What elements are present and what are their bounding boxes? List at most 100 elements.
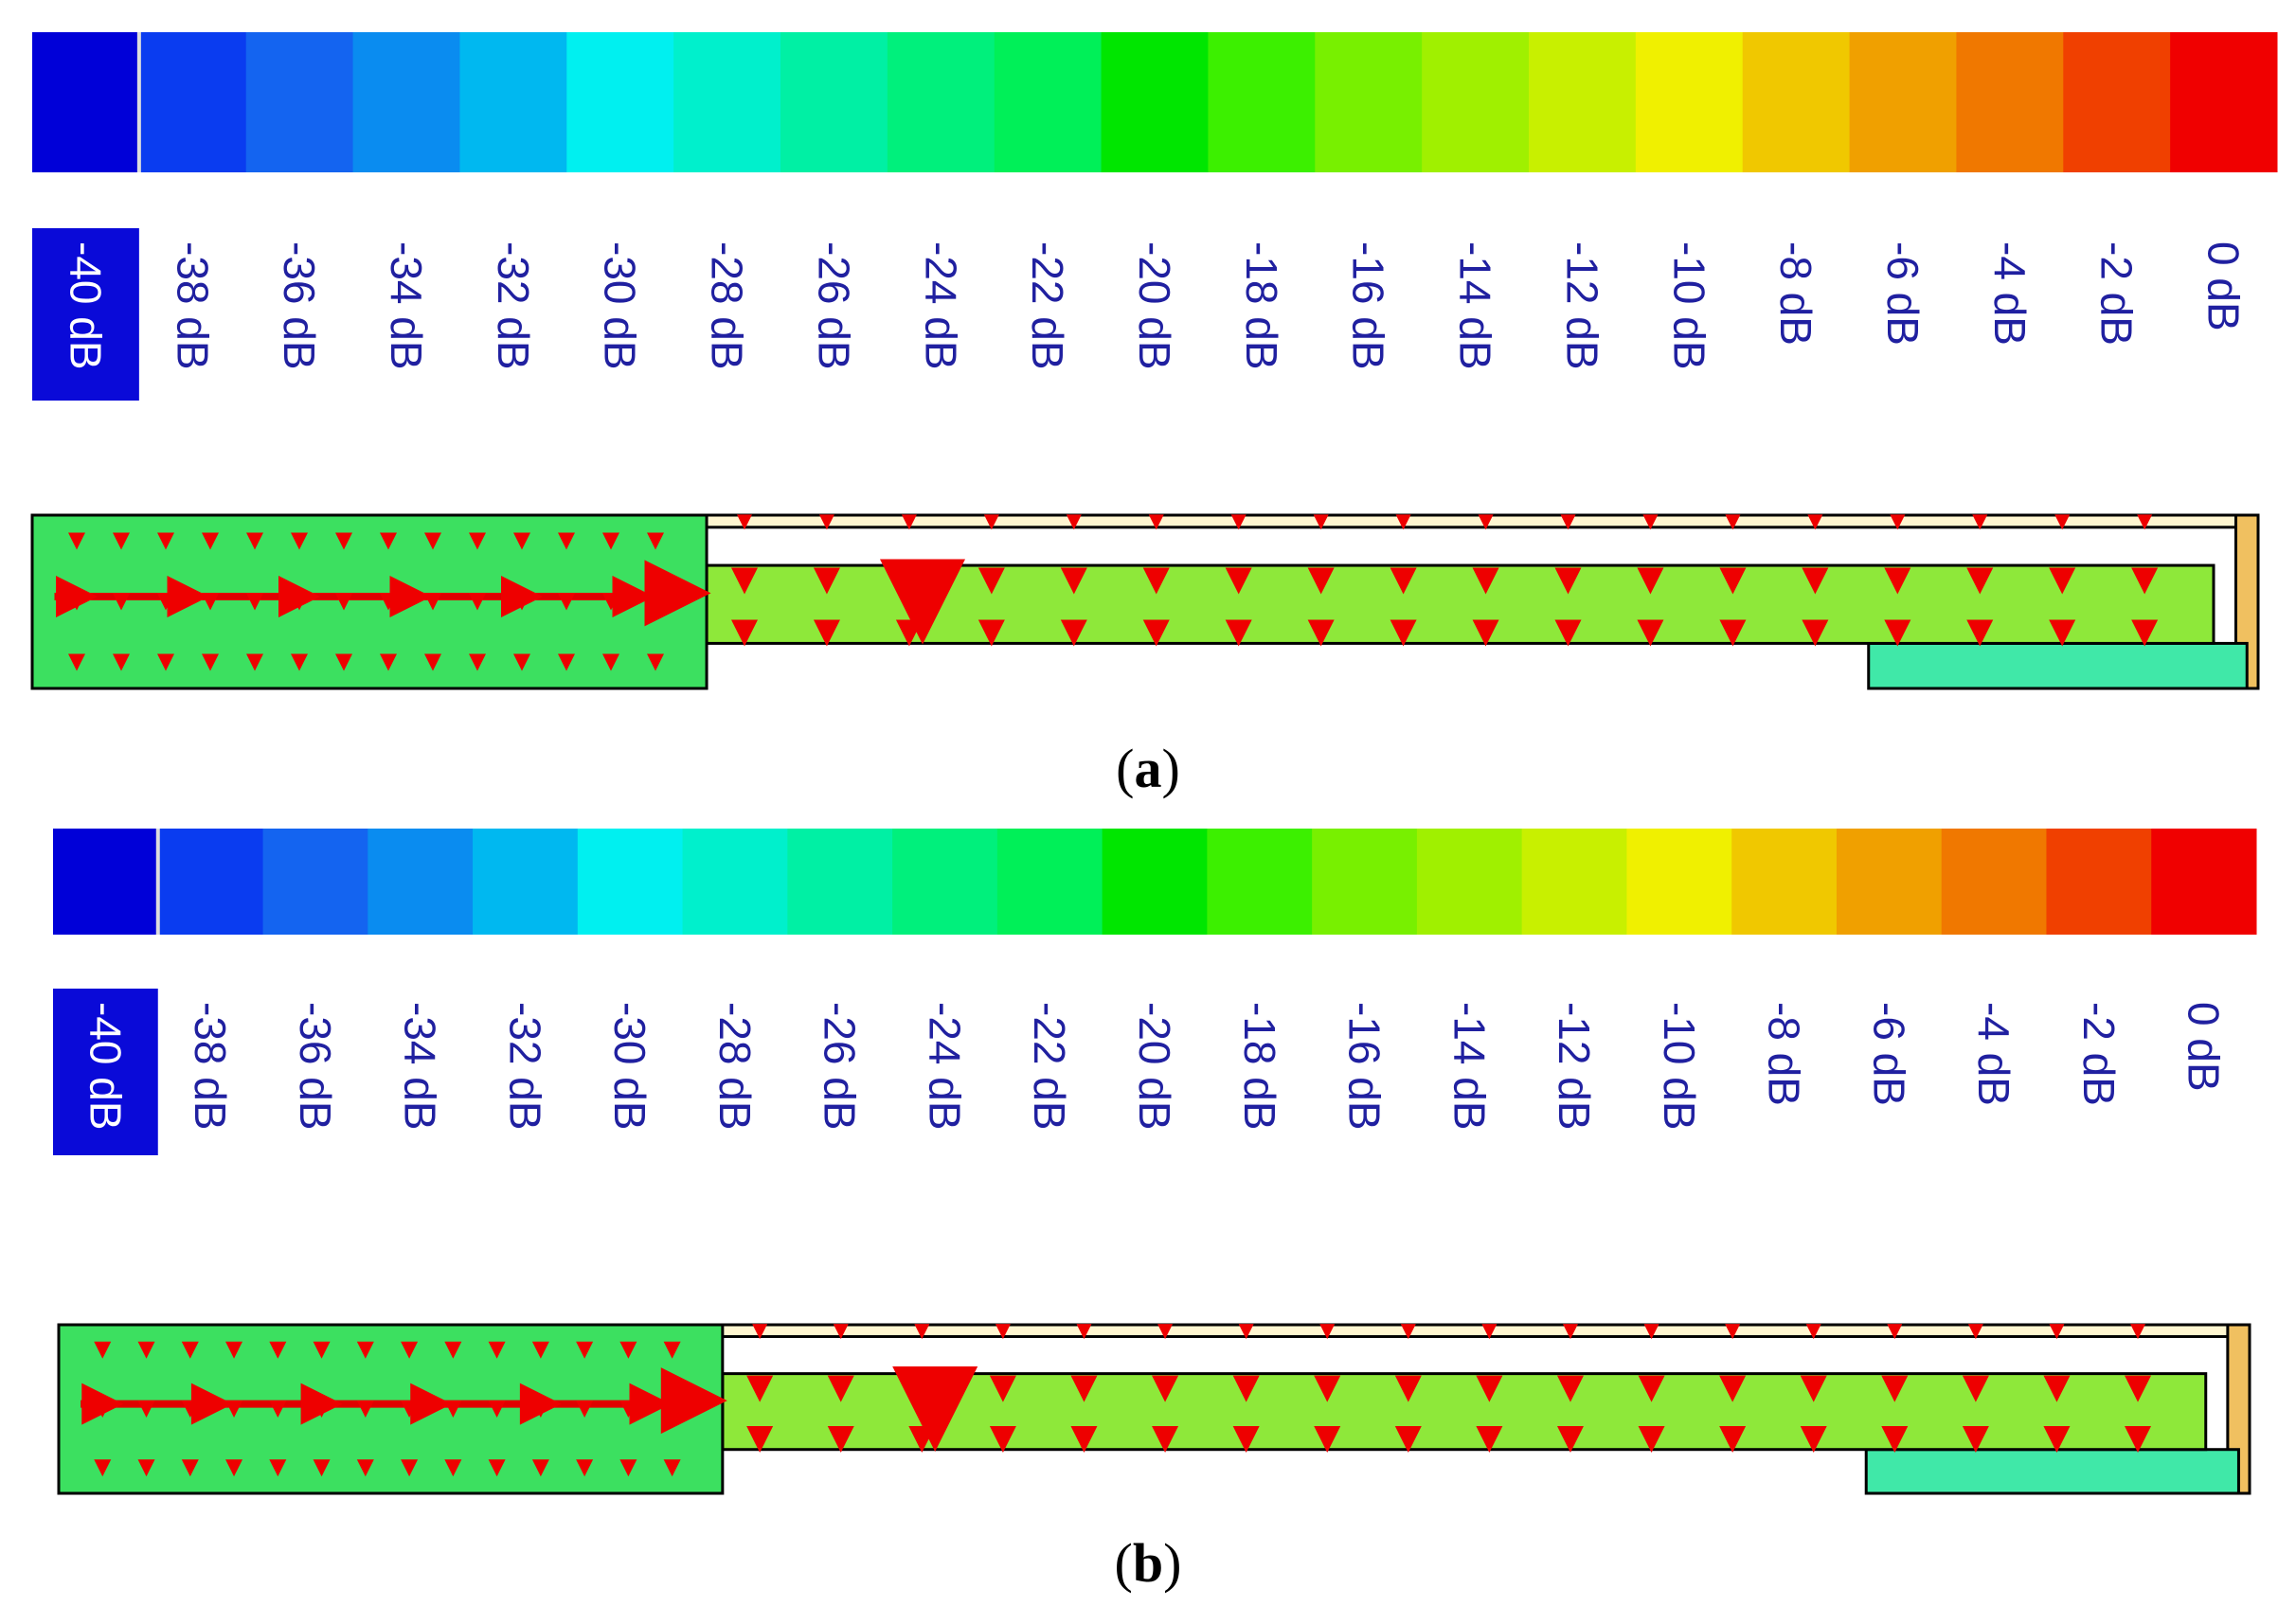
scale-label: -12 dB [1557,241,1606,370]
field-arrow [746,1426,774,1454]
field-arrow [313,1401,331,1418]
scale-label: -12 dB [1550,1002,1599,1131]
field-arrow [1060,567,1087,595]
field-arrow [488,1341,506,1359]
field-arrow [1395,514,1411,530]
field-arrow [1070,1426,1098,1454]
field-arrow [1152,1426,1179,1454]
caption-part: ) [1162,738,1180,799]
field-arrow [444,1341,462,1359]
end-piece [1864,1448,2240,1495]
field-arrow [356,1341,374,1359]
color-swatch [1836,829,1943,935]
field-arrow [1066,514,1082,530]
panel: -40 dB -38 dB -36 dB -34 dB -32 dB -30 dB -28 … [30,32,2278,799]
field-arrow [1562,1324,1578,1340]
color-swatch [994,32,1103,172]
scale-label: -18 dB [1235,1002,1284,1131]
field-arrow [513,532,530,550]
field-arrow [901,514,917,530]
field-arrow [269,1401,287,1418]
field-arrow [989,1426,1016,1454]
field-arrow [1881,1426,1909,1454]
color-swatch [32,32,140,172]
color-swatch [2063,32,2171,172]
field-arrow [1225,619,1252,647]
scale-label: -40 dB [81,1002,130,1131]
field-arrow [612,576,655,618]
scale-label: -28 dB [703,241,752,370]
field-arrow [2131,567,2159,595]
scale-label: 0 dB [2199,241,2249,331]
field-arrow [469,532,486,550]
field-arrow [531,1459,549,1477]
field-arrow [94,1459,112,1477]
color-swatch [1941,829,2047,935]
field-arrow [1800,1375,1827,1402]
field-arrow [647,653,664,671]
caption-part: ( [1116,738,1134,799]
field-arrow [401,1341,419,1359]
field-arrow [380,593,397,611]
field-arrow [1390,567,1417,595]
field-arrow [1157,1324,1174,1340]
field-arrow [576,1401,594,1418]
caption: (a) [1116,738,1180,799]
field-arrow [1554,619,1582,647]
scale-label: -28 dB [710,1002,760,1131]
field-arrow [313,1341,331,1359]
field-arrow [1230,514,1247,530]
field-arrow [157,532,174,550]
scale-label: -16 dB [1340,1002,1390,1131]
color-swatch [368,829,474,935]
field-arrow [469,593,486,611]
field-arrow [1394,1426,1422,1454]
end-piece [1867,641,2249,690]
color-swatch [1102,829,1208,935]
field-arrow [113,653,130,671]
field-arrow [2049,567,2076,595]
field-arrow [576,1341,594,1359]
color-swatch [1742,32,1851,172]
scale-label: -32 dB [489,241,538,370]
scale-label: -20 dB [1130,1002,1179,1131]
field-arrow [1478,514,1494,530]
field-arrow [68,532,85,550]
color-swatch [996,829,1103,935]
field-arrow [1319,1324,1336,1340]
field-arrow [1725,1324,1741,1340]
field-arrow [1642,514,1659,530]
scale-label: -34 dB [396,1002,445,1131]
color-swatch [352,32,460,172]
field-arrow [880,559,965,645]
field-arrow [225,1459,243,1477]
scale-label: -26 dB [816,1002,865,1131]
color-swatch [1849,32,1957,172]
field-arrow [167,576,209,618]
field-arrow [1638,1426,1665,1454]
field-arrow [246,532,263,550]
color-swatch [673,32,781,172]
field-arrow [1972,514,1988,530]
field-arrow [914,1324,930,1340]
field-arrow [1142,619,1170,647]
field-arrow [1962,1375,1989,1402]
field-arrow [1232,1375,1260,1402]
field-arrow [983,514,999,530]
field-arrow [291,653,308,671]
field-arrow [737,514,752,530]
field-arrow [68,653,85,671]
color-swatch [566,32,674,172]
field-arrow [1807,514,1823,530]
field-arrow [424,593,441,611]
field-arrow [989,1375,1016,1402]
field-arrow [2043,1426,2071,1454]
color-swatch [245,32,354,172]
color-swatch [780,32,888,172]
field-arrow [746,1375,774,1402]
field-arrow [892,1366,978,1452]
caption-part: ( [1115,1532,1133,1594]
field-arrow [1719,619,1747,647]
field-arrow [1314,1375,1341,1402]
field-arrow [202,532,219,550]
